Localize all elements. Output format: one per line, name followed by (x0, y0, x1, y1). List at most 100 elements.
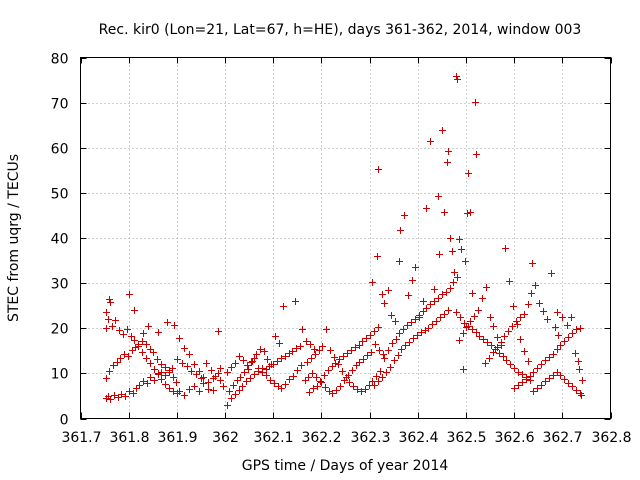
data-point (420, 298, 427, 305)
data-point (220, 383, 227, 390)
data-point (511, 365, 518, 372)
data-point (548, 270, 555, 277)
data-point (282, 353, 289, 360)
data-point (577, 325, 584, 332)
data-point (423, 205, 430, 212)
data-point (437, 314, 444, 321)
data-point (311, 346, 318, 353)
data-point (158, 369, 165, 376)
data-point (110, 362, 117, 369)
data-point (181, 345, 188, 352)
data-point (554, 346, 561, 353)
data-point (237, 374, 244, 381)
data-point (215, 328, 222, 335)
data-point (420, 308, 427, 315)
data-point (376, 347, 383, 354)
data-point (103, 309, 110, 316)
data-point (441, 209, 448, 216)
data-point (340, 353, 347, 360)
data-point (136, 382, 143, 389)
y-tick-label: 60 (51, 142, 69, 158)
data-point (118, 391, 125, 398)
data-point (554, 369, 561, 376)
data-point (540, 308, 547, 315)
data-point (147, 346, 154, 353)
data-point (404, 322, 411, 329)
data-point (462, 258, 469, 265)
data-point (107, 299, 114, 306)
data-point (170, 388, 177, 395)
data-point (389, 340, 396, 347)
data-point (257, 346, 264, 353)
data-point (226, 388, 233, 395)
data-point (439, 291, 446, 298)
data-point (181, 392, 188, 399)
data-point (511, 385, 518, 392)
data-point (126, 291, 133, 298)
data-point (405, 292, 412, 299)
data-point (450, 279, 457, 286)
data-point (329, 363, 336, 370)
data-point (371, 382, 378, 389)
data-point (105, 316, 112, 323)
data-point (106, 296, 113, 303)
data-point (502, 245, 509, 252)
data-point (224, 369, 231, 376)
data-point (261, 348, 268, 355)
data-point (488, 342, 495, 349)
data-point (406, 339, 413, 346)
x-tick-label: 361.8 (109, 430, 149, 446)
data-point (186, 386, 193, 393)
data-point (546, 354, 553, 361)
data-point (364, 352, 371, 359)
data-point (193, 371, 200, 378)
data-point (555, 332, 562, 339)
data-point (572, 350, 579, 357)
data-point (333, 387, 340, 394)
data-point (116, 327, 123, 334)
data-point (372, 341, 379, 348)
data-point (480, 336, 487, 343)
data-point (162, 381, 169, 388)
data-point (312, 351, 319, 358)
y-tick-label: 0 (60, 413, 69, 429)
data-point (503, 357, 510, 364)
data-point (550, 351, 557, 358)
data-point (147, 360, 154, 367)
data-point (429, 321, 436, 328)
data-point (517, 336, 524, 343)
data-point (135, 343, 142, 350)
data-point (151, 377, 158, 384)
data-point (550, 372, 557, 379)
data-point (303, 338, 310, 345)
data-point (179, 360, 186, 367)
data-point (107, 396, 114, 403)
data-point (461, 320, 468, 327)
data-point (447, 235, 454, 242)
data-point (151, 366, 158, 373)
data-point (467, 318, 474, 325)
data-point (398, 346, 405, 353)
data-point (397, 227, 404, 234)
data-point (171, 322, 178, 329)
data-point (228, 364, 235, 371)
data-point (240, 357, 247, 364)
data-point (473, 329, 480, 336)
data-point (117, 355, 124, 362)
data-point (445, 148, 452, 155)
data-point (186, 351, 193, 358)
data-point (263, 366, 270, 373)
data-point (308, 355, 315, 362)
data-point (423, 305, 430, 312)
data-point (249, 358, 256, 365)
data-point (139, 338, 146, 345)
data-points (103, 73, 586, 409)
data-point (449, 248, 456, 255)
data-point (280, 303, 287, 310)
data-point (344, 350, 351, 357)
x-tick-label: 362.4 (398, 430, 438, 446)
data-point (385, 347, 392, 354)
data-point (196, 368, 203, 375)
data-point (565, 380, 572, 387)
